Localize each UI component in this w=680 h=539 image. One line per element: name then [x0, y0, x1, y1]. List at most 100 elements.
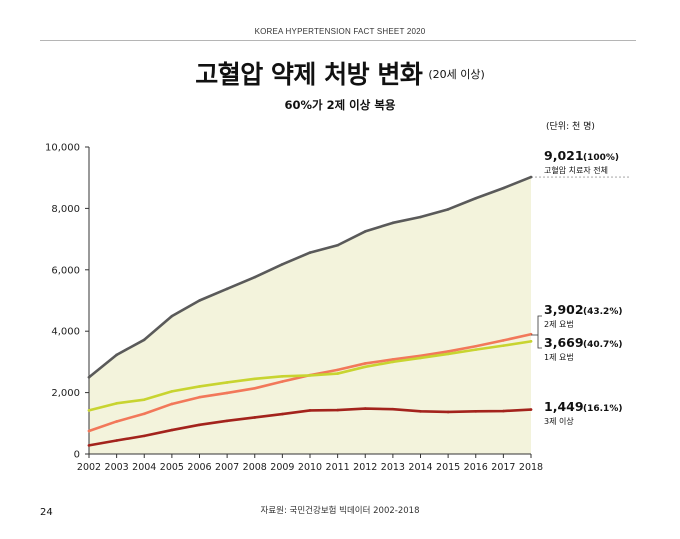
series-2-point: [225, 391, 229, 395]
series-4-point: [253, 416, 257, 419]
end-value-label: 1,449: [544, 399, 584, 414]
x-tick-label: 2013: [381, 462, 405, 473]
series-4-point: [115, 439, 118, 442]
y-tick-label: 10,000: [45, 143, 80, 154]
end-value-label: 9,021: [544, 148, 584, 163]
series-name-label: 2제 요법: [544, 319, 574, 329]
title-row: 고혈압 약제 처방 변화 (20세 이상): [0, 55, 680, 91]
series-4-point: [281, 412, 284, 416]
chart-title-note: (20세 이상): [428, 68, 485, 81]
series-2-point: [336, 368, 339, 372]
series-4-point: [225, 419, 229, 423]
series-name-label: 1제 요법: [544, 352, 574, 362]
x-tick-label: 2011: [326, 462, 350, 473]
end-value-label: 3,902: [544, 302, 584, 317]
series-4-point: [142, 434, 146, 438]
y-tick-label: 4,000: [51, 327, 80, 338]
source-note: 자료원: 국민건강보험 빅데이터 2002-2018: [260, 506, 420, 516]
series-1-point: [419, 215, 422, 219]
series-4-point: [419, 410, 422, 413]
page-number: 24: [40, 507, 53, 518]
series-4-point: [198, 423, 201, 427]
series-4-point: [308, 409, 312, 412]
series-3-point: [529, 340, 533, 343]
series-1-point: [253, 275, 257, 279]
series-1-point: [308, 251, 312, 254]
y-tick-label: 0: [74, 450, 80, 461]
series-2-point: [115, 420, 118, 423]
area-layer: [89, 177, 531, 454]
series-3-point: [502, 344, 505, 347]
series-2-point: [198, 395, 201, 399]
x-tick-label: 2009: [270, 462, 294, 473]
x-tick-label: 2005: [160, 462, 184, 473]
series-3-point: [253, 377, 257, 381]
series-2-point: [391, 358, 395, 361]
y-tick-label: 2,000: [51, 388, 80, 399]
series-4-point: [391, 407, 395, 411]
series-name-label: 고혈압 치료자 전체: [544, 165, 608, 175]
y-tick-label: 6,000: [51, 265, 80, 276]
y-tick-label: 8,000: [51, 204, 80, 215]
chart-title: 고혈압 약제 처방 변화: [195, 60, 423, 89]
series-3-point: [308, 374, 312, 377]
axes-layer: 0 2,000 4,000 6,000 8,000 10,000 2002 2003 2004 2…: [45, 143, 543, 474]
series-lines-layer: [87, 175, 533, 447]
series-1-point: [225, 287, 229, 291]
x-tick-label: 2002: [77, 462, 101, 473]
series-2-point: [446, 350, 450, 353]
series-3-point: [391, 360, 395, 364]
x-tick-label: 2012: [353, 462, 377, 473]
series-4-point: [502, 409, 505, 413]
label-bracket: [531, 315, 542, 349]
x-tick-label: 2006: [187, 462, 211, 473]
series-3-point: [198, 385, 201, 388]
series-2-point: [474, 344, 478, 348]
series-4-point: [87, 444, 91, 447]
end-percent-label: (16.1%): [583, 404, 622, 414]
x-tick-label: 2018: [519, 462, 543, 473]
series-3-point: [225, 381, 229, 384]
x-tick-label: 2015: [436, 462, 460, 473]
series-2-point: [281, 380, 284, 383]
series-4-point: [446, 410, 450, 414]
x-tick-label: 2007: [215, 462, 239, 473]
end-percent-label: (100%): [583, 153, 619, 163]
x-tick-label: 2003: [105, 462, 129, 473]
series-1-point: [170, 314, 174, 318]
series-1-point: [115, 353, 118, 357]
series-1-point: [281, 262, 284, 266]
x-tick-label: 2017: [491, 462, 515, 473]
series-name-label: 3제 이상: [544, 416, 574, 426]
chart-subtitle: 60%가 2제 이상 복용: [284, 98, 396, 112]
series-4-point: [529, 408, 533, 411]
series-1-point: [363, 230, 367, 233]
series-1-point: [391, 221, 395, 225]
series-3-point: [419, 356, 422, 360]
series-4-point: [363, 407, 367, 410]
series-4-point: [474, 410, 478, 413]
series-2-point: [87, 429, 91, 433]
x-tick-label: 2016: [464, 462, 488, 473]
series-4-point: [170, 428, 174, 432]
series-1-point: [198, 299, 201, 302]
series-1-point: [446, 208, 450, 211]
x-tick-label: 2004: [132, 462, 156, 473]
series-2-point: [419, 354, 422, 358]
series-4-point: [336, 408, 339, 412]
end-percent-label: (40.7%): [583, 340, 622, 350]
series-3-point: [446, 352, 450, 356]
series-3-point: [170, 390, 174, 393]
header-divider: [40, 40, 636, 41]
x-tick-label: 2010: [298, 462, 322, 473]
series-3-point: [336, 372, 339, 375]
series-3-point: [281, 375, 284, 378]
series-1-point: [336, 243, 339, 247]
report-name: KOREA HYPERTENSION FACT SHEET 2020: [254, 27, 426, 36]
series-1-point: [474, 196, 478, 200]
series-2-point: [142, 412, 146, 416]
series-2-point: [253, 387, 257, 390]
end-labels-layer: 9,021 (100%) 고혈압 치료자 전체 3,902 (43.2%) 2제 요법 3,…: [531, 148, 622, 426]
total-area-fill: [89, 177, 531, 454]
